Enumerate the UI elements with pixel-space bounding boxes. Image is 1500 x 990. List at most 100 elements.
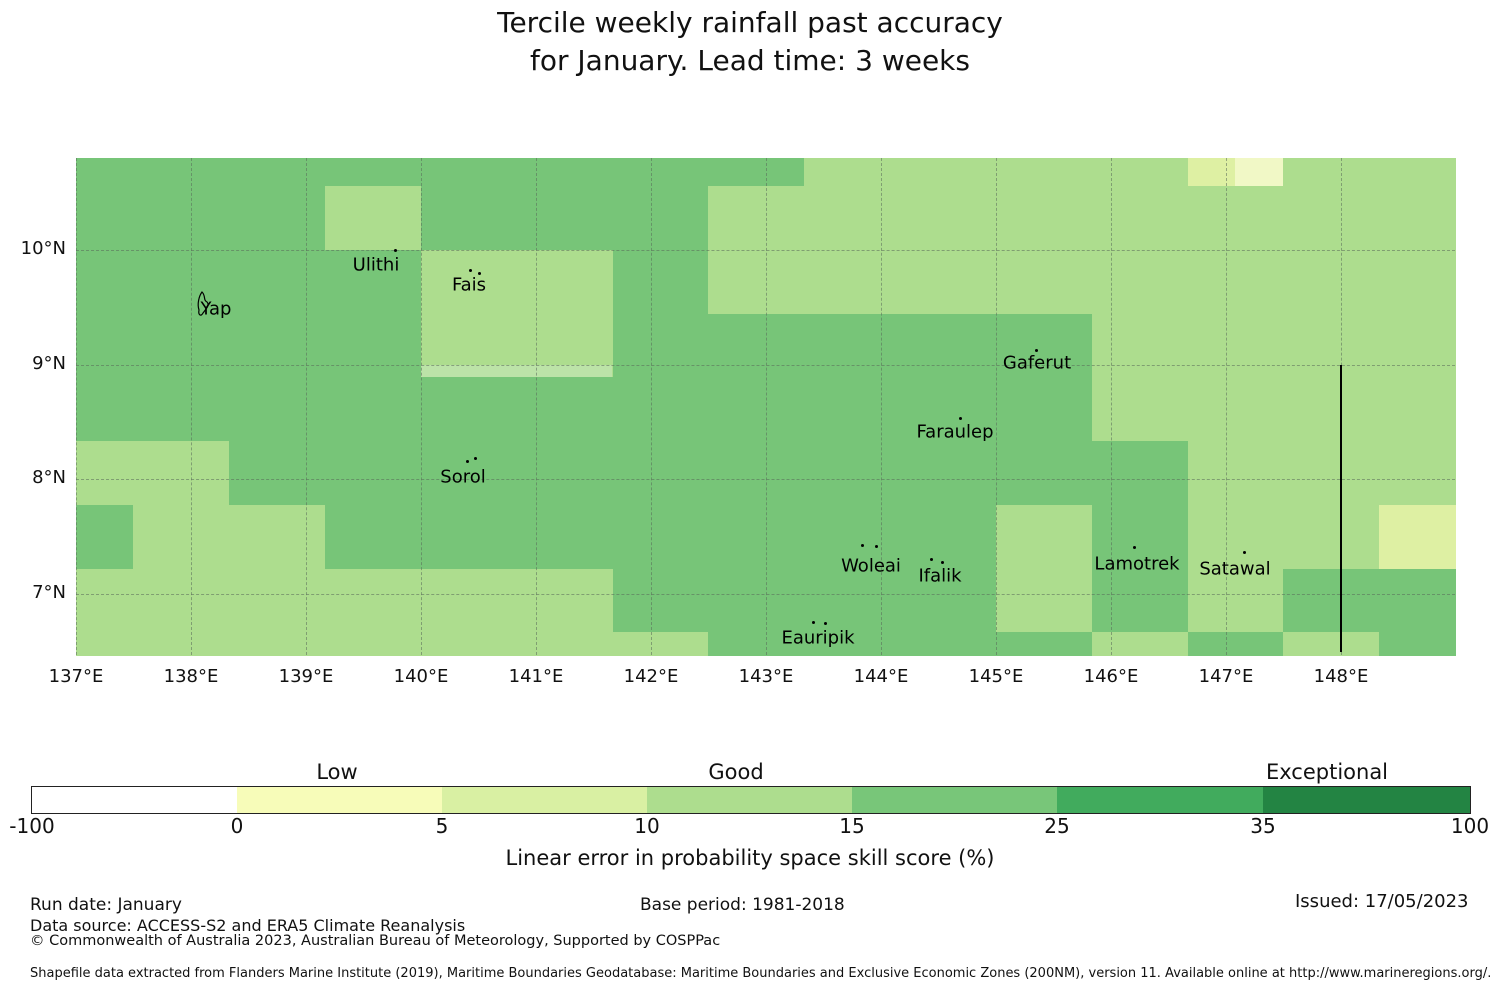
latitude-gridline xyxy=(76,365,1455,366)
map-cell xyxy=(1092,314,1189,378)
longitude-gridline xyxy=(651,158,652,655)
map-cell xyxy=(613,186,709,251)
map-cell xyxy=(1092,186,1189,251)
map-cell xyxy=(804,377,901,442)
map-cell xyxy=(517,250,614,315)
longitude-gridline xyxy=(306,158,307,655)
map-cell xyxy=(517,441,614,506)
island-label: Eauripik xyxy=(781,627,855,649)
x-axis-tick-label: 140°E xyxy=(393,666,449,687)
map-cell xyxy=(1283,158,1380,187)
map-cell xyxy=(421,505,518,570)
colorbar-tick-label: 15 xyxy=(839,814,865,838)
chart-title: Tercile weekly rainfall past accuracy fo… xyxy=(0,4,1500,80)
map-cell xyxy=(325,441,422,506)
chart-title-line-1: Tercile weekly rainfall past accuracy xyxy=(497,6,1003,39)
y-axis-tick-label: 8°N xyxy=(32,467,66,488)
colorbar-segment xyxy=(852,787,1057,813)
map-cell xyxy=(996,632,1093,656)
colorbar-segment xyxy=(647,787,852,813)
map-cell xyxy=(708,569,805,633)
map-cell xyxy=(1283,441,1380,506)
map-cell xyxy=(900,505,997,570)
colorbar-segment xyxy=(1263,787,1470,813)
map-cell xyxy=(900,441,997,506)
colorbar-tick-label: 5 xyxy=(435,814,449,838)
eez-boundary-line xyxy=(1340,365,1342,652)
map-cell xyxy=(613,377,709,442)
y-axis-tick-label: 10°N xyxy=(20,238,66,259)
map-cell xyxy=(1283,569,1380,633)
map-cell xyxy=(517,505,614,570)
map-cell xyxy=(613,158,709,187)
map-cell xyxy=(76,569,134,633)
map-cell xyxy=(76,158,134,187)
longitude-gridline xyxy=(536,158,537,655)
map-cell xyxy=(613,314,709,378)
longitude-gridline xyxy=(1226,158,1227,655)
map-cell xyxy=(1188,186,1284,251)
island-marker-dot xyxy=(466,460,469,463)
x-axis-tick-label: 148°E xyxy=(1313,666,1369,687)
footer-shapefile-note: Shapefile data extracted from Flanders M… xyxy=(30,966,1492,981)
map-cell xyxy=(1379,158,1456,187)
map-cell xyxy=(325,314,422,378)
island-marker-dot xyxy=(930,558,933,561)
map-cell xyxy=(421,186,518,251)
map-cell xyxy=(1283,250,1380,315)
map-cell xyxy=(229,441,326,506)
map-cell xyxy=(1283,377,1380,442)
map-cell xyxy=(996,441,1093,506)
colorbar-category-label: Exceptional xyxy=(1265,760,1389,784)
map-cell xyxy=(1092,441,1189,506)
map-cell xyxy=(229,250,326,315)
map-cell xyxy=(325,250,422,315)
map-cell xyxy=(1188,505,1284,570)
island-marker-dot xyxy=(959,417,962,420)
map-cell xyxy=(613,441,709,506)
x-axis-tick-label: 147°E xyxy=(1198,666,1254,687)
yap-island-outline xyxy=(193,291,217,325)
footer-run-date: Run date: January xyxy=(30,895,182,915)
map-cell xyxy=(1092,377,1189,442)
map-cell xyxy=(996,158,1093,187)
map-cell xyxy=(325,377,422,442)
longitude-gridline xyxy=(191,158,192,655)
map-cell xyxy=(804,250,901,315)
map-cell xyxy=(996,250,1093,315)
map-cell xyxy=(900,158,997,187)
island-label: Yap xyxy=(200,298,232,320)
island-marker-dot xyxy=(469,269,472,272)
map-cell xyxy=(133,505,230,570)
island-label: Faraulep xyxy=(916,421,994,443)
colorbar-segment xyxy=(32,787,237,813)
map-cell xyxy=(325,569,422,633)
map-cell xyxy=(229,569,326,633)
x-axis-tick-label: 142°E xyxy=(623,666,679,687)
longitude-gridline xyxy=(996,158,997,655)
map-cell xyxy=(517,377,614,442)
map-cell xyxy=(1379,441,1456,506)
map-cell xyxy=(517,158,614,187)
map-cell xyxy=(900,377,997,442)
island-marker-dot xyxy=(875,545,878,548)
map-cell xyxy=(517,632,614,656)
longitude-gridline xyxy=(76,158,77,655)
island-label: Sorol xyxy=(440,466,486,488)
map-cell xyxy=(421,377,518,442)
map-cell xyxy=(133,158,230,187)
map-cell xyxy=(421,632,518,656)
island-marker-dot xyxy=(1035,349,1038,352)
island-marker-dot xyxy=(824,622,827,625)
map-cell xyxy=(229,632,326,656)
map-cell xyxy=(76,377,134,442)
map-cell xyxy=(325,632,422,656)
map-cell xyxy=(708,314,805,378)
colorbar-frame xyxy=(31,786,1471,814)
map-cell xyxy=(325,158,422,187)
map-cell xyxy=(1379,377,1456,442)
map-cell xyxy=(1283,186,1380,251)
map-cell xyxy=(613,632,709,656)
colorbar-segment xyxy=(442,787,647,813)
